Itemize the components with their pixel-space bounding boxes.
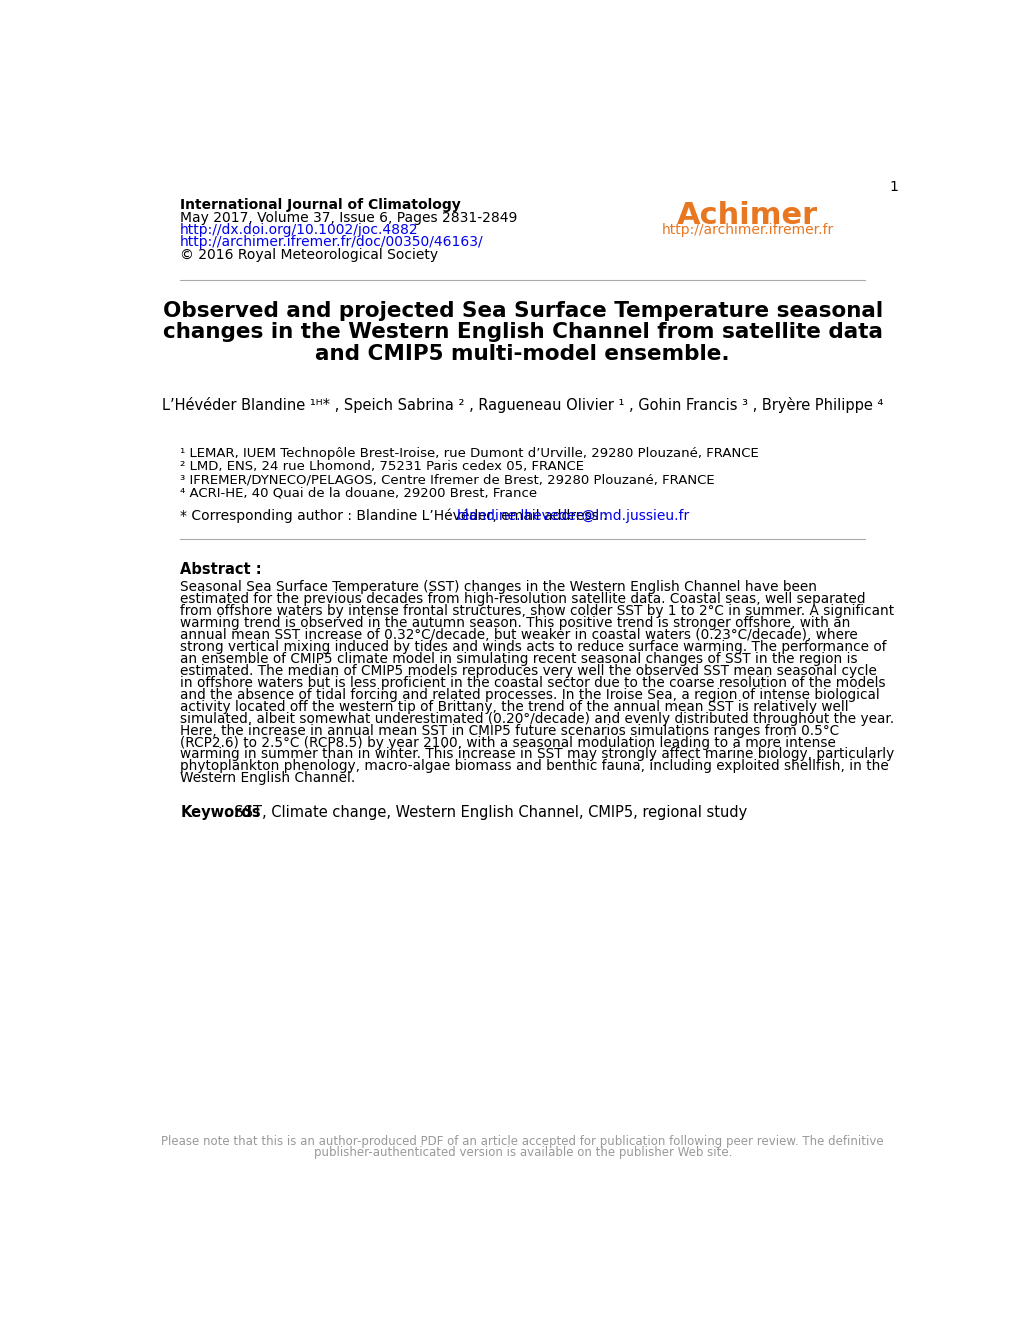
Text: and CMIP5 multi-model ensemble.: and CMIP5 multi-model ensemble. (315, 345, 730, 364)
Text: Seasonal Sea Surface Temperature (SST) changes in the Western English Channel ha: Seasonal Sea Surface Temperature (SST) c… (180, 581, 816, 594)
Text: (RCP2.6) to 2.5°C (RCP8.5) by year 2100, with a seasonal modulation leading to a: (RCP2.6) to 2.5°C (RCP8.5) by year 2100,… (180, 735, 836, 750)
Text: and the absence of tidal forcing and related processes. In the Iroise Sea, a reg: and the absence of tidal forcing and rel… (180, 688, 879, 702)
Text: Keywords: Keywords (180, 805, 261, 820)
Text: Abstract :: Abstract : (180, 562, 262, 577)
Text: L’Hévéder Blandine ¹ᵸ* , Speich Sabrina ² , Ragueneau Olivier ¹ , Gohin Francis : L’Hévéder Blandine ¹ᵸ* , Speich Sabrina … (162, 397, 882, 413)
Text: Observed and projected Sea Surface Temperature seasonal: Observed and projected Sea Surface Tempe… (162, 301, 882, 321)
Text: Achimer: Achimer (677, 201, 817, 230)
Text: Here, the increase in annual mean SST in CMIP5 future scenarios simulations rang: Here, the increase in annual mean SST in… (180, 723, 839, 738)
Text: activity located off the western tip of Brittany, the trend of the annual mean S: activity located off the western tip of … (180, 700, 848, 714)
Text: in offshore waters but is less proficient in the coastal sector due to the coars: in offshore waters but is less proficien… (180, 676, 884, 690)
Text: * Corresponding author : Blandine L’Hévéder, email address :: * Corresponding author : Blandine L’Hévé… (180, 508, 611, 523)
Text: an ensemble of CMIP5 climate model in simulating recent seasonal changes of SST : an ensemble of CMIP5 climate model in si… (180, 652, 857, 667)
Text: blandine.lheveder@lmd.jussieu.fr: blandine.lheveder@lmd.jussieu.fr (457, 508, 689, 523)
Text: from offshore waters by intense frontal structures, show colder SST by 1 to 2°C : from offshore waters by intense frontal … (180, 605, 894, 618)
Text: estimated for the previous decades from high-resolution satellite data. Coastal : estimated for the previous decades from … (180, 593, 865, 606)
Text: publisher-authenticated version is available on the publisher Web site.: publisher-authenticated version is avail… (313, 1146, 732, 1159)
Text: http://archimer.ifremer.fr/doc/00350/46163/: http://archimer.ifremer.fr/doc/00350/461… (180, 235, 483, 249)
Text: http://dx.doi.org/10.1002/joc.4882: http://dx.doi.org/10.1002/joc.4882 (180, 223, 419, 238)
Text: phytoplankton phenology, macro-algae biomass and benthic fauna, including exploi: phytoplankton phenology, macro-algae bio… (180, 759, 889, 774)
Text: simulated, albeit somewhat underestimated (0.20°/decade) and evenly distributed : simulated, albeit somewhat underestimate… (180, 711, 894, 726)
Text: : SST, Climate change, Western English Channel, CMIP5, regional study: : SST, Climate change, Western English C… (220, 805, 747, 820)
Text: strong vertical mixing induced by tides and winds acts to reduce surface warming: strong vertical mixing induced by tides … (180, 640, 886, 653)
Text: May 2017, Volume 37, Issue 6, Pages 2831-2849: May 2017, Volume 37, Issue 6, Pages 2831… (180, 211, 517, 224)
Text: ² LMD, ENS, 24 rue Lhomond, 75231 Paris cedex 05, FRANCE: ² LMD, ENS, 24 rue Lhomond, 75231 Paris … (180, 461, 584, 474)
Text: http://archimer.ifremer.fr: http://archimer.ifremer.fr (660, 223, 833, 238)
Text: warming trend is observed in the autumn season. This positive trend is stronger : warming trend is observed in the autumn … (180, 616, 850, 630)
Text: © 2016 Royal Meteorological Society: © 2016 Royal Meteorological Society (180, 248, 438, 261)
Text: estimated. The median of CMIP5 models reproduces very well the observed SST mean: estimated. The median of CMIP5 models re… (180, 664, 876, 678)
Text: 1: 1 (889, 180, 898, 194)
Text: Western English Channel.: Western English Channel. (180, 771, 355, 785)
Text: ¹ LEMAR, IUEM Technopôle Brest-Iroise, rue Dumont d’Urville, 29280 Plouzané, FRA: ¹ LEMAR, IUEM Technopôle Brest-Iroise, r… (180, 447, 758, 461)
Text: warming in summer than in winter. This increase in SST may strongly affect marin: warming in summer than in winter. This i… (180, 747, 894, 762)
Text: Please note that this is an author-produced PDF of an article accepted for publi: Please note that this is an author-produ… (161, 1135, 883, 1148)
Text: changes in the Western English Channel from satellite data: changes in the Western English Channel f… (163, 322, 881, 342)
Text: International Journal of Climatology: International Journal of Climatology (180, 198, 461, 213)
Text: ⁴ ACRI-HE, 40 Quai de la douane, 29200 Brest, France: ⁴ ACRI-HE, 40 Quai de la douane, 29200 B… (180, 487, 537, 499)
Text: annual mean SST increase of 0.32°C/decade, but weaker in coastal waters (0.23°C/: annual mean SST increase of 0.32°C/decad… (180, 628, 857, 642)
Text: ³ IFREMER/DYNECO/PELAGOS, Centre Ifremer de Brest, 29280 Plouzané, FRANCE: ³ IFREMER/DYNECO/PELAGOS, Centre Ifremer… (180, 474, 714, 486)
